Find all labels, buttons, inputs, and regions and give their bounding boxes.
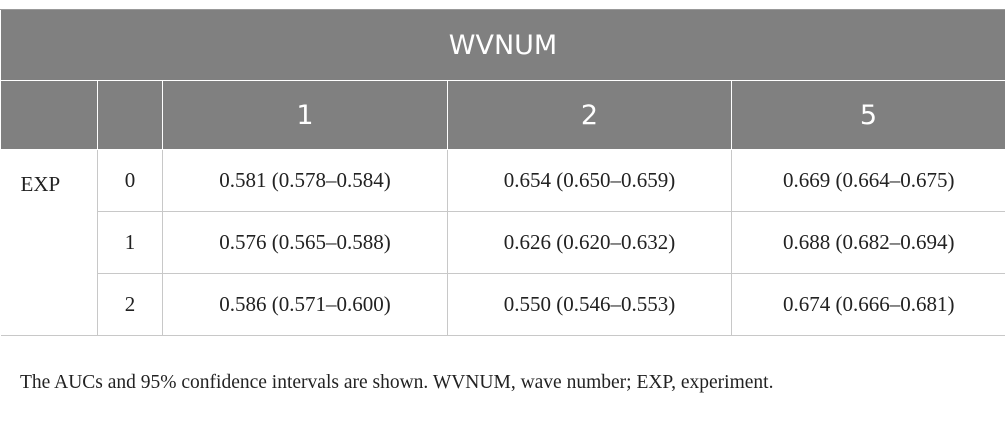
column-header: 2 [447,80,732,150]
blank-cell [0,80,98,150]
column-header: 1 [162,80,448,150]
cell: 0.626 (0.620–0.632) [447,211,732,274]
header-row: 1 2 5 [0,80,1005,150]
row-group: EXP [0,149,98,336]
cell: 0.586 (0.571–0.600) [162,273,448,336]
body-row: 2 0.586 (0.571–0.600) 0.550 (0.546–0.553… [1,273,1005,336]
cell: 0.654 (0.650–0.659) [447,149,732,212]
body-row: EXP 0 0.581 (0.578–0.584) 0.654 (0.650–0… [0,149,1005,336]
row-label: 2 [97,273,163,336]
header-row: WVNUM [0,9,1005,81]
cell: 0.688 (0.682–0.694) [730,211,1005,274]
row-label: 1 [97,211,163,274]
header-title: WVNUM [0,9,1005,81]
row-label: 0 [97,149,163,212]
cell: 0.581 (0.578–0.584) [162,149,448,212]
cell: 0.669 (0.664–0.675) [730,149,1005,212]
body-row: 1 0.576 (0.565–0.588) 0.626 (0.620–0.632… [1,211,1005,274]
auc-table: WVNUM 1 2 5 EXP 0 0.581 (0.578–0.584) 0.… [0,9,1005,336]
column-header: 5 [730,80,1005,150]
blank-cell [97,80,163,150]
cell: 0.576 (0.565–0.588) [162,211,448,274]
table-note: The AUCs and 95% confidence intervals ar… [20,372,774,393]
cell: 0.550 (0.546–0.553) [447,273,732,336]
cell: 0.674 (0.666–0.681) [730,273,1005,336]
